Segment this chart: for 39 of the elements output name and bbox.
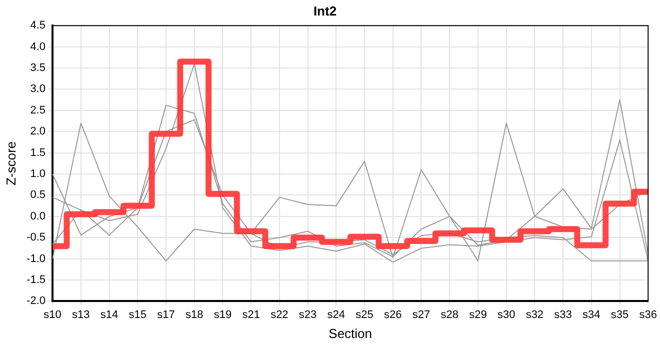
y-tick-label: 4.0 (30, 40, 46, 53)
x-tick-label: s26 (384, 308, 402, 321)
x-tick-label: s24 (327, 308, 346, 321)
x-tick-label: s30 (497, 308, 516, 321)
x-tick-label: s10 (44, 308, 62, 321)
x-tick-label: s32 (526, 308, 544, 321)
x-tick-label: s18 (185, 308, 204, 321)
x-axis-title: Section (328, 326, 372, 341)
y-tick-label: 2.5 (30, 104, 46, 116)
x-tick-label: s13 (72, 308, 90, 321)
y-tick-label: 1.0 (30, 168, 46, 180)
y-tick-label: -1.0 (26, 252, 46, 265)
x-tick-label: s23 (298, 308, 317, 321)
x-tick-label: s29 (469, 308, 487, 321)
chart-title: Int2 (313, 3, 337, 18)
y-tick-label: 3.0 (30, 83, 46, 96)
y-tick-label: 1.5 (30, 146, 46, 159)
y-tick-label: 0.5 (30, 189, 46, 202)
y-tick-label: 2.0 (30, 126, 46, 138)
x-tick-label: s36 (639, 308, 658, 321)
y-tick-label: 4.5 (30, 20, 46, 32)
x-tick-label: s34 (582, 308, 600, 321)
y-tick-label: -1.5 (26, 274, 46, 286)
x-tick-label: s15 (128, 308, 147, 321)
x-tick-label: s28 (440, 308, 458, 321)
x-tick-label: s21 (242, 308, 260, 321)
x-tick-label: s25 (356, 308, 374, 321)
y-axis-title: Z-score (3, 141, 18, 186)
y-tick-label: -2.0 (26, 295, 46, 308)
x-tick-label: s22 (270, 308, 288, 321)
y-tick-label: 0.0 (30, 210, 46, 222)
x-tick-label: s17 (157, 308, 175, 321)
x-tick-label: s19 (214, 308, 232, 321)
y-tick-label: 3.5 (30, 62, 46, 74)
x-tick-label: s35 (610, 308, 629, 321)
x-tick-label: s14 (100, 308, 118, 321)
x-tick-label: s33 (554, 308, 572, 321)
x-tick-label: s27 (412, 308, 430, 321)
y-tick-label: -0.5 (26, 232, 46, 244)
